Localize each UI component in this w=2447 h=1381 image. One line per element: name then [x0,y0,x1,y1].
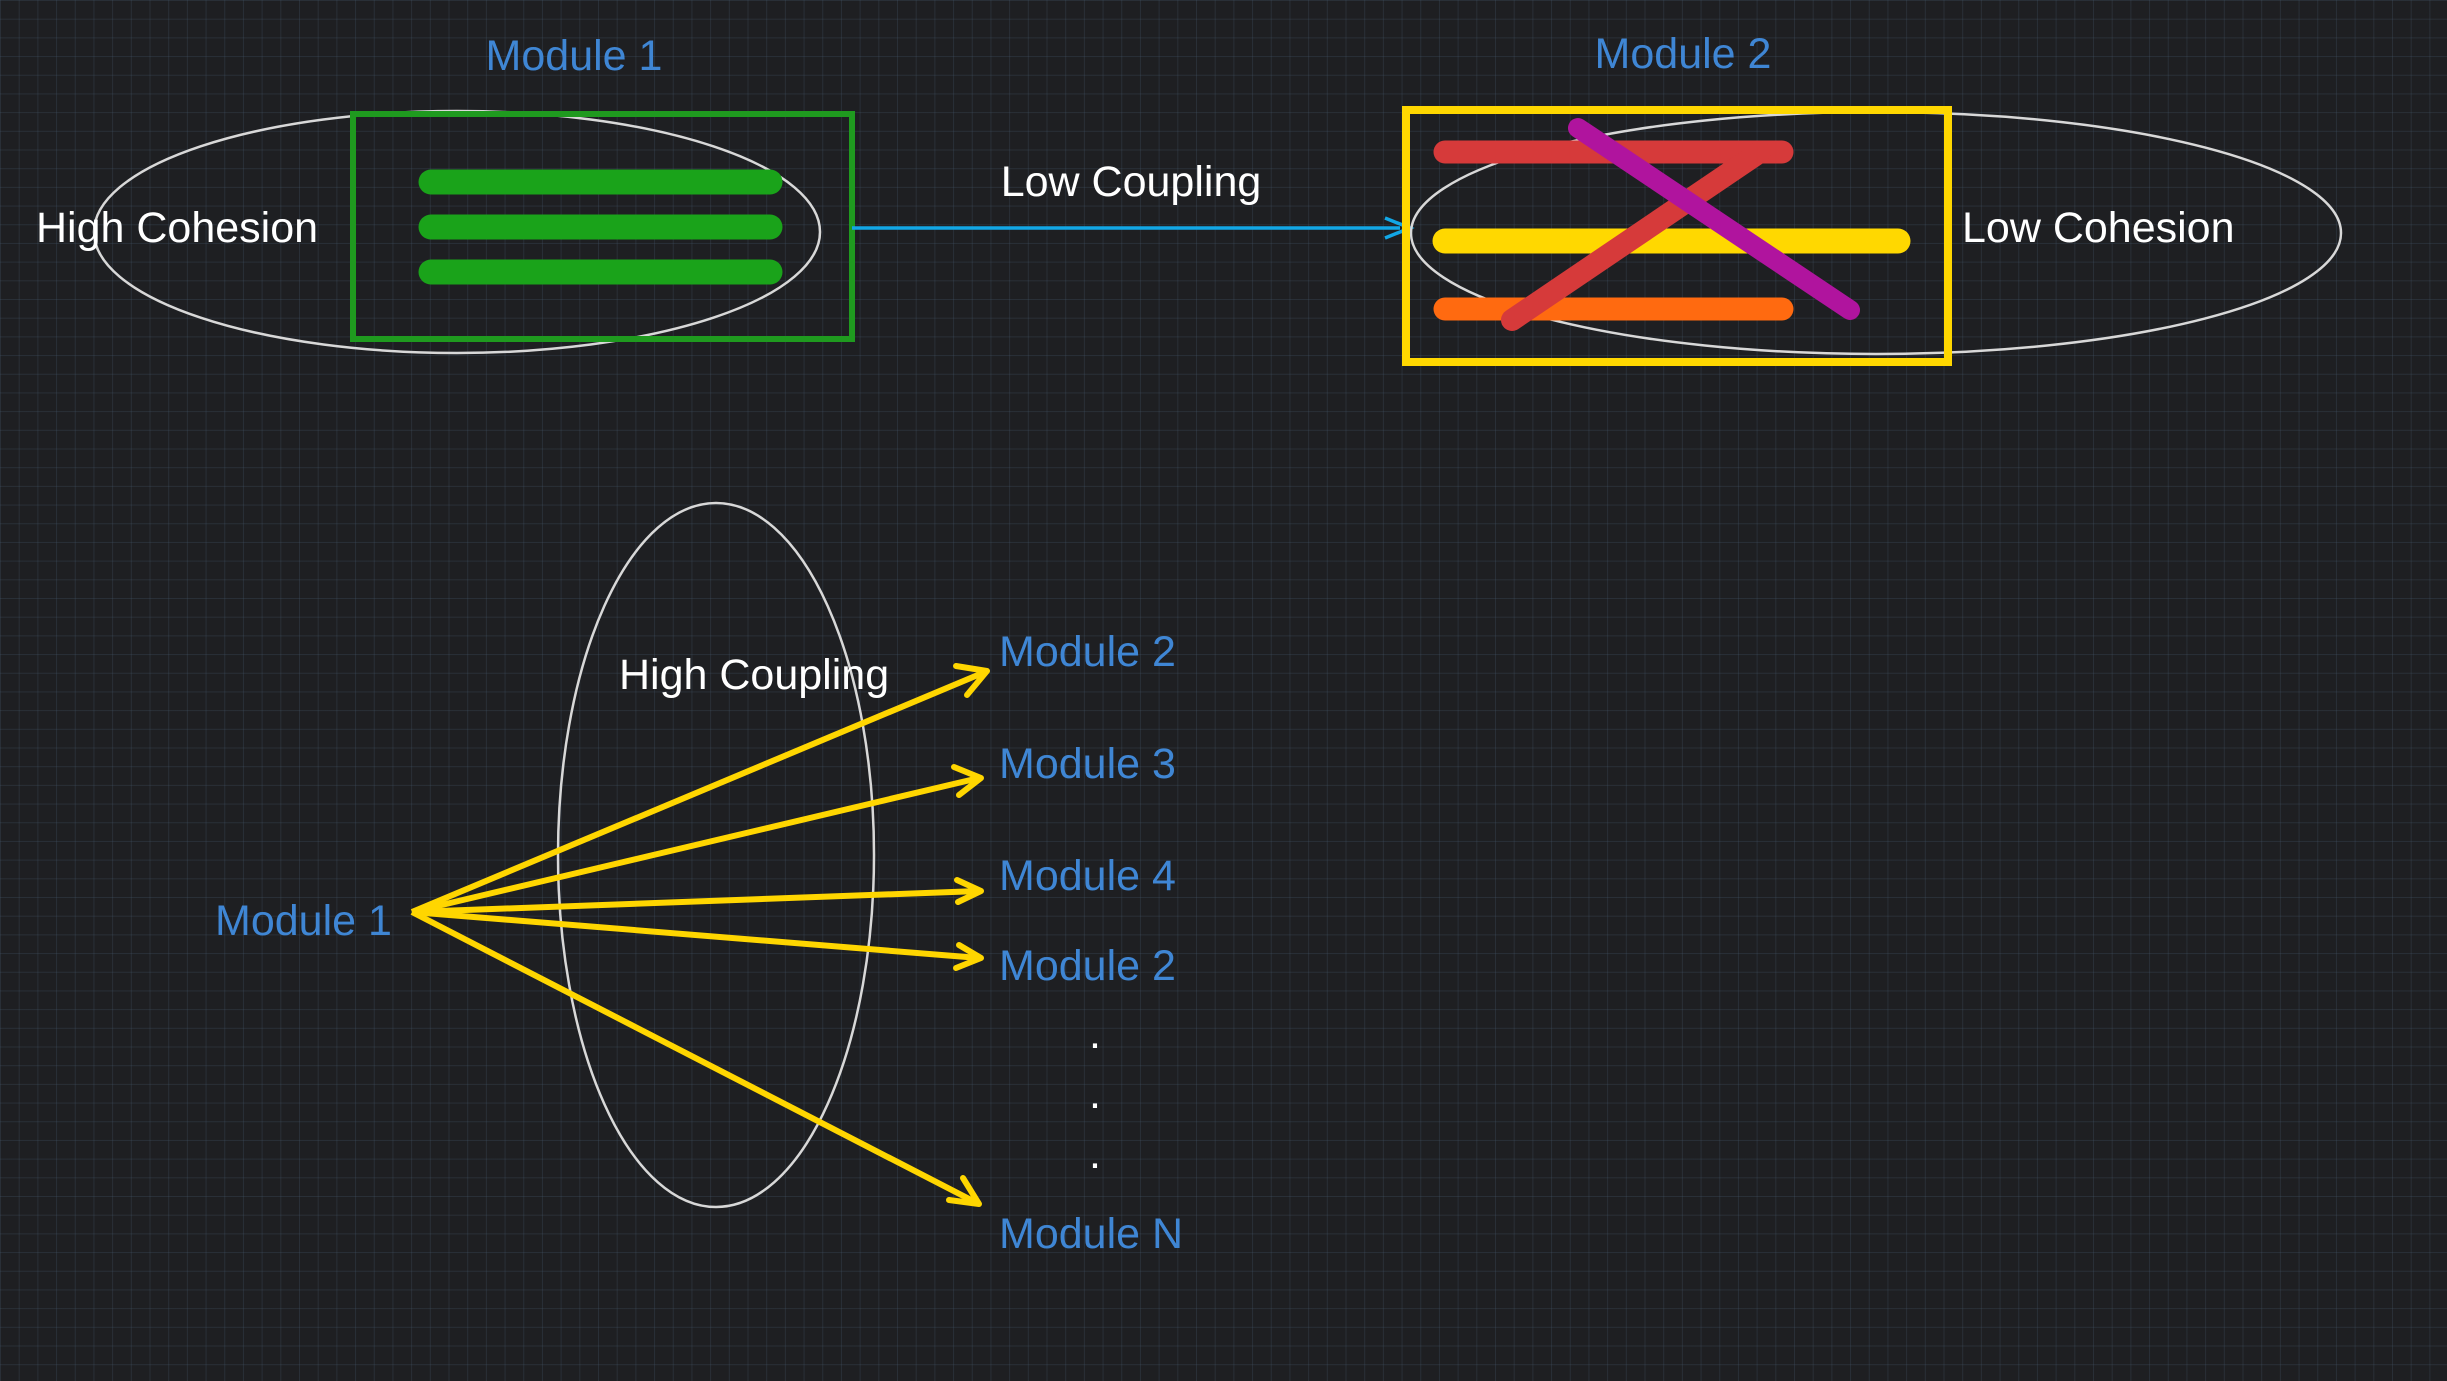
module1-title: Module 1 [486,32,663,80]
module2-box [1402,106,1952,366]
target-module-n: Module N [999,1210,1183,1258]
target-module-4: Module 4 [999,852,1176,900]
high-coupling-group: High Coupling Module 1 Module 2 Module 3… [215,501,1183,1258]
target-module-2: Module 2 [999,628,1176,676]
arrowhead-1 [953,663,990,698]
fan-arrowheads [946,663,990,1207]
source-module-label: Module 1 [215,897,392,945]
arrowhead-4 [953,942,984,971]
ellipsis-dot-2: . [1089,1070,1101,1118]
target-module-2b: Module 2 [999,942,1176,990]
fan-arrow-1 [410,669,985,915]
target-module-3: Module 3 [999,740,1176,788]
fan-arrows [410,669,985,1206]
low-cohesion-group: Module 2 Low Cohesion [1402,30,2343,366]
fan-arrow-2 [411,778,979,915]
cohesion-bar-purple-diagonal [1568,118,1860,320]
cohesion-bar-red-diagonal [1501,141,1771,331]
high-cohesion-group: Module 1 High Cohesion [36,32,855,355]
fan-arrow-5 [410,909,977,1206]
low-coupling-label: Low Coupling [1001,158,1262,206]
high-coupling-label: High Coupling [619,651,889,699]
high-cohesion-label: High Cohesion [36,204,318,252]
ellipsis-dot-3: . [1089,1130,1101,1178]
arrowhead-3 [954,877,984,905]
high-coupling-ellipse [556,501,876,1209]
arrowhead-2 [951,764,984,798]
ellipsis-dot-1: . [1089,1010,1101,1058]
module2-title: Module 2 [1595,30,1772,78]
low-coupling-connector: Low Coupling [852,158,1415,240]
low-cohesion-label: Low Cohesion [1962,204,2235,252]
fan-arrow-3 [411,891,979,915]
arrowhead-5 [946,1175,982,1207]
fan-arrow-4 [411,909,979,958]
